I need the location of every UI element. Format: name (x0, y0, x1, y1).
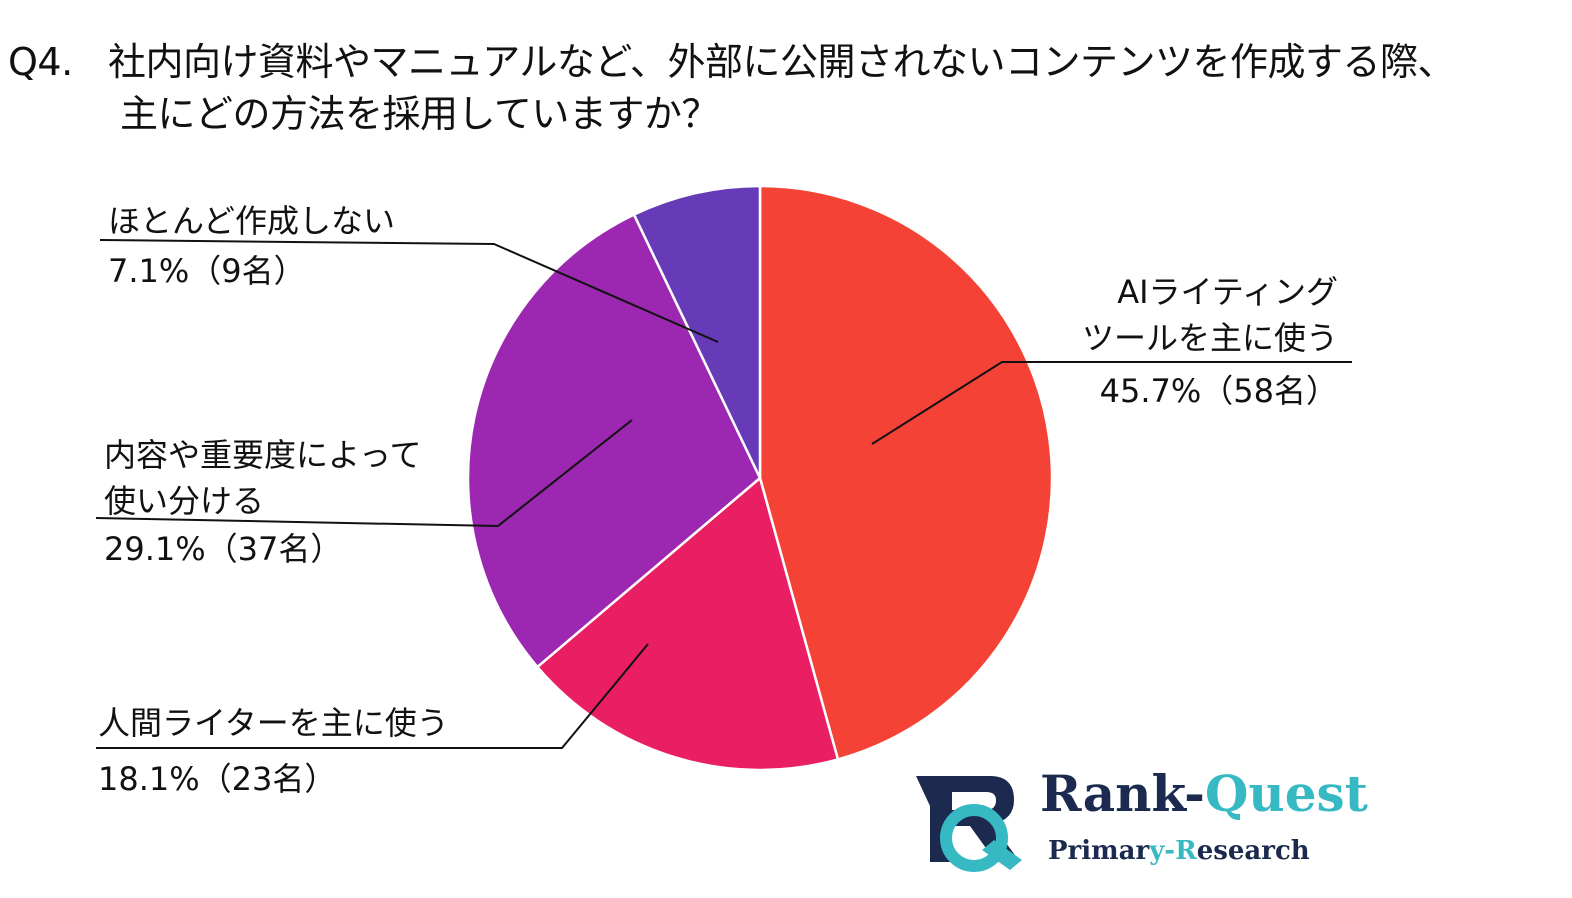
logo-tagline: Primary-Research (1048, 836, 1310, 866)
slice-label-3-line-1: 内容や重要度によって (104, 436, 421, 474)
title-line-2: 主にどの方法を採用していますか？ (120, 92, 719, 136)
pie-slice-2 (535, 475, 840, 772)
slice-label-4-line-1: ほとんど作成しない (108, 202, 395, 240)
slice-value-4: 7.1%（9名） (108, 252, 306, 290)
chart-title: Q4. 社内向け資料やマニュアルなど、外部に公開されないコンテンツを作成する際、 … (8, 36, 1455, 140)
rank-quest-logo: Rank-Quest Primary-Research (912, 762, 1368, 882)
slice-value-2: 18.1%（23名） (98, 760, 336, 798)
slice-value-1: 45.7%（58名） (1100, 372, 1338, 410)
slice-label-1-line-1: AIライティング (1117, 273, 1338, 311)
title-line-1: 社内向け資料やマニュアルなど、外部に公開されないコンテンツを作成する際、 (108, 40, 1455, 84)
pie-slice-1 (758, 184, 1054, 761)
leader-line-4 (99, 239, 719, 343)
slice-label-1-line-2: ツールを主に使う (1082, 319, 1338, 357)
slice-label-2-line-1: 人間ライターを主に使う (98, 704, 449, 742)
pie-slices (466, 184, 1054, 772)
slice-label-3-line-2: 使い分ける (104, 482, 264, 520)
leader-line-2 (96, 643, 649, 749)
logo-brand-text: Rank-Quest (1040, 764, 1368, 823)
leader-line-3 (95, 419, 633, 528)
slice-value-3: 29.1%（37名） (104, 530, 342, 568)
leader-lines (95, 239, 1352, 749)
logo-r-icon (916, 776, 1022, 872)
question-number: Q4. (8, 40, 73, 84)
leader-line-1 (871, 361, 1352, 445)
